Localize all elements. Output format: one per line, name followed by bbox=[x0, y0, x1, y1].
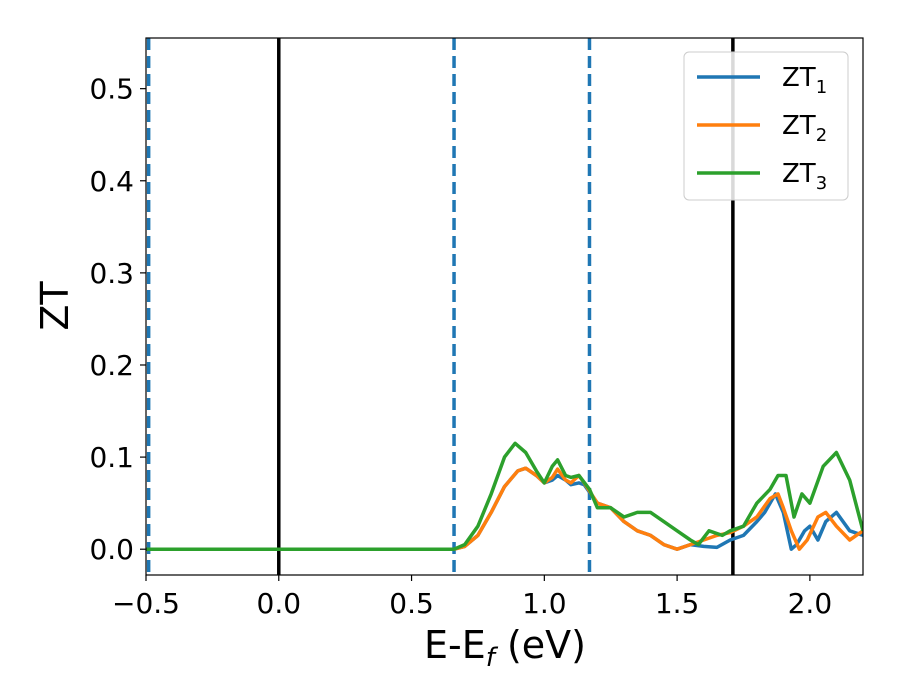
y-tick-label: 0.5 bbox=[89, 73, 134, 106]
x-tick-label: 0.0 bbox=[257, 587, 302, 620]
x-tick-label: 2.0 bbox=[788, 587, 833, 620]
x-axis-title: E-Ef (eV) bbox=[424, 623, 586, 673]
legend-label-zt2: ZT2 bbox=[782, 111, 827, 146]
y-tick-label: 0.0 bbox=[89, 533, 134, 566]
y-tick-label: 0.3 bbox=[89, 257, 134, 290]
series-layer bbox=[146, 441, 863, 551]
x-tick-label: 0.5 bbox=[389, 587, 434, 620]
x-tick-label: 1.5 bbox=[655, 587, 700, 620]
plot-frame bbox=[145, 37, 864, 576]
x-tick-label: −0.5 bbox=[112, 587, 180, 620]
x-tick-label: 1.0 bbox=[522, 587, 567, 620]
x-axis: −0.5 0.0 0.5 1.0 1.5 2.0 bbox=[112, 575, 832, 620]
y-tick-label: 0.4 bbox=[89, 165, 134, 198]
series-line-zt2 bbox=[146, 466, 863, 551]
series-line-zt3 bbox=[146, 441, 863, 551]
y-axis-title: ZT bbox=[33, 281, 77, 331]
reference-lines bbox=[146, 38, 735, 575]
y-axis: 0.0 0.1 0.2 0.3 0.4 0.5 bbox=[89, 73, 146, 566]
y-tick-label: 0.2 bbox=[89, 349, 134, 382]
legend-box bbox=[683, 51, 849, 201]
y-tick-label: 0.1 bbox=[89, 441, 134, 474]
